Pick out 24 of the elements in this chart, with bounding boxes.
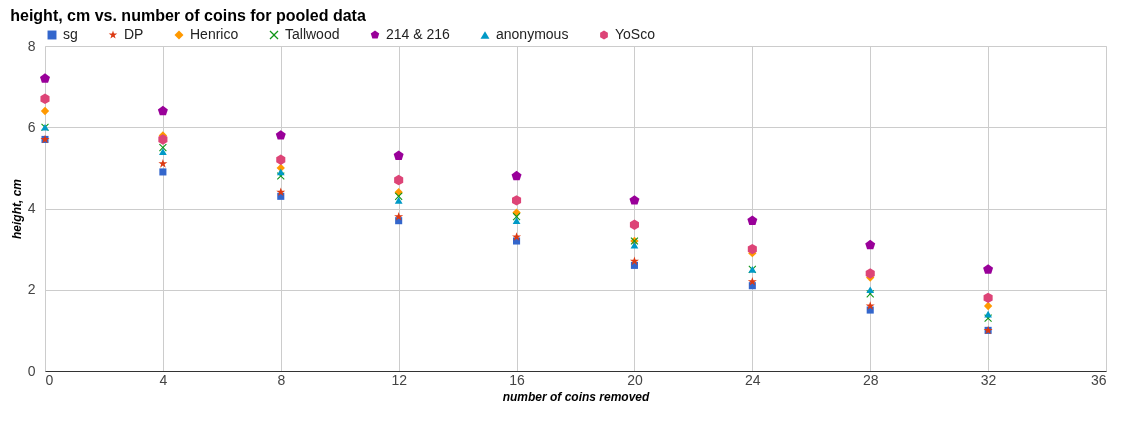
- x-tick-label: 4: [159, 371, 168, 388]
- legend-label: 214 & 216: [386, 26, 451, 42]
- y-tick-label: 4: [27, 200, 36, 216]
- x-axis-title: number of coins removed: [502, 389, 651, 404]
- y-tick-label: 6: [27, 118, 36, 135]
- x-tick-label: 12: [391, 371, 408, 388]
- legend-label: Henrico: [190, 26, 239, 42]
- legend-label: sg: [63, 26, 78, 42]
- y-tick-label: 8: [27, 37, 36, 54]
- x-tick-label: 24: [745, 371, 761, 388]
- x-tick-label: 36: [1090, 371, 1107, 388]
- legend-label: DP: [124, 26, 144, 42]
- x-tick-label: 0: [45, 371, 54, 388]
- legend-label: YoSco: [615, 26, 656, 42]
- x-tick-label: 20: [627, 371, 643, 388]
- y-axis-title: height, cm: [9, 178, 24, 240]
- y-tick-label: 2: [27, 281, 36, 298]
- x-tick-label: 16: [509, 371, 526, 388]
- legend-label: Tallwood: [285, 26, 340, 42]
- x-tick-label: 8: [277, 371, 286, 388]
- legend-label: anonymous: [496, 26, 569, 42]
- x-tick-label: 32: [980, 371, 997, 388]
- chart-title: height, cm vs. number of coins for pooled data: [10, 7, 366, 24]
- x-tick-label: 28: [862, 371, 879, 388]
